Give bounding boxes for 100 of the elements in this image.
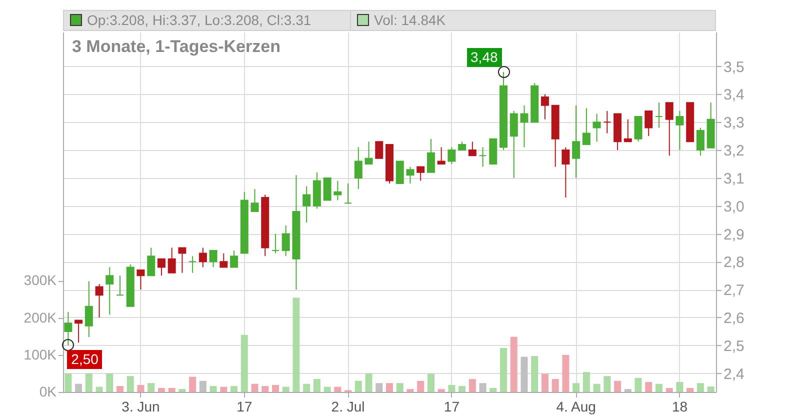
candlestick — [665, 102, 674, 156]
candlestick — [540, 94, 549, 120]
bar — [500, 348, 508, 392]
candlestick — [271, 233, 280, 254]
candlestick — [220, 252, 228, 268]
y-tick-label: 3,1 — [724, 170, 744, 188]
x-tick-label: 2. Jul — [331, 398, 365, 414]
candlestick — [437, 146, 446, 164]
bar — [572, 383, 580, 392]
candlestick — [644, 110, 653, 137]
bar — [210, 386, 217, 392]
candlestick — [334, 180, 342, 201]
candlestick — [84, 280, 93, 338]
candlestick — [562, 146, 570, 198]
bar — [396, 383, 404, 392]
x-tick-label: 18 — [672, 398, 688, 414]
candlestick — [209, 250, 218, 268]
bar — [313, 379, 320, 392]
bar — [531, 356, 538, 392]
bar — [158, 388, 165, 392]
candlestick — [323, 177, 332, 201]
bar — [376, 383, 383, 392]
bar — [262, 386, 269, 392]
candlestick — [157, 258, 166, 276]
candlestick — [572, 104, 580, 178]
candlestick — [426, 138, 435, 173]
x-tick-label: 3. Jun — [122, 398, 160, 414]
y-tick-label: 3,4 — [724, 86, 744, 104]
candlestick — [582, 108, 590, 145]
candlestick — [416, 166, 425, 182]
candlestick — [188, 256, 197, 274]
bar — [468, 379, 476, 392]
text: Vol: 14.84K — [373, 12, 446, 29]
candlestick — [406, 166, 414, 184]
bar — [189, 376, 196, 392]
bar — [541, 374, 548, 392]
bar — [272, 384, 279, 392]
bar — [282, 386, 290, 392]
bar — [365, 373, 372, 392]
bar — [303, 384, 310, 392]
candlestick — [520, 104, 528, 148]
bar — [634, 378, 642, 392]
y-tick-label: 2,4 — [724, 366, 744, 383]
bar — [75, 384, 82, 392]
bar — [490, 388, 497, 392]
candlestick — [468, 141, 476, 156]
bar — [624, 389, 632, 392]
candlestick — [448, 146, 456, 164]
annotation: 3,48 — [466, 48, 502, 67]
candlestick — [74, 320, 83, 344]
y-tick-label: 2,5 — [724, 338, 744, 355]
bar — [199, 380, 206, 392]
bar — [240, 334, 248, 392]
bar — [334, 386, 342, 392]
y2-tick-label: 0K — [39, 384, 58, 400]
bar — [645, 382, 652, 392]
x-tick-label: 17 — [444, 398, 460, 414]
bar — [64, 373, 72, 392]
candlestick — [282, 224, 290, 257]
bar — [686, 388, 694, 392]
candlestick — [250, 188, 259, 212]
y-tick-label: 3,2 — [724, 142, 744, 160]
bar — [520, 356, 528, 392]
candlestick — [510, 110, 518, 178]
candlestick — [168, 247, 176, 274]
chart-title: 3 Monate, 1-Tages-Kerzen — [72, 37, 280, 57]
bar — [251, 384, 258, 392]
candlestick — [592, 113, 601, 142]
x-tick-label: 4. Aug — [556, 398, 596, 414]
bar — [448, 384, 456, 392]
bar — [458, 386, 466, 392]
bar — [696, 383, 704, 392]
bar — [417, 380, 424, 392]
bar — [354, 380, 362, 392]
candlestick — [147, 247, 156, 276]
y2-tick-label: 100K — [24, 346, 58, 362]
candlestick — [634, 116, 642, 142]
y-tick-label: 3,0 — [724, 198, 744, 216]
candlestick — [116, 275, 124, 296]
bar — [614, 380, 622, 392]
bar — [96, 386, 103, 392]
candlestick — [178, 247, 186, 274]
candlestick — [676, 110, 684, 151]
y-tick-label: 3,5 — [724, 58, 744, 76]
bar — [148, 383, 155, 392]
bar — [427, 374, 434, 392]
y-tick-label: 2,9 — [724, 226, 744, 244]
bar — [116, 386, 124, 392]
bar — [168, 388, 176, 392]
bar — [510, 336, 518, 392]
candlestick — [106, 266, 114, 316]
candlestick — [364, 141, 373, 164]
y-tick-label: 3,3 — [724, 114, 744, 132]
text: Op:3.208, Hi:3.37, Lo:3.208, Cl:3.31 — [86, 12, 312, 29]
bar — [85, 373, 92, 392]
candlestick — [354, 146, 362, 190]
y-tick-label: 2,7 — [724, 282, 744, 300]
bar — [137, 384, 144, 392]
bar — [324, 386, 331, 392]
bar — [178, 389, 186, 392]
